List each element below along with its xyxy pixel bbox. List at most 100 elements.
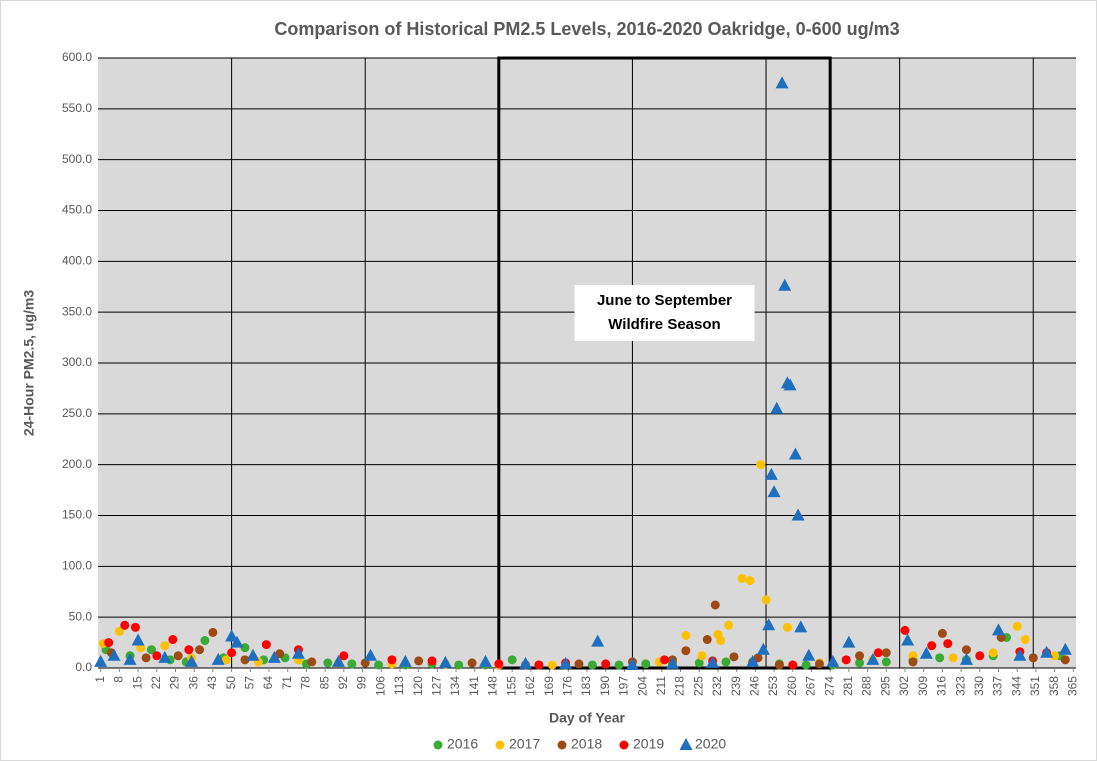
point bbox=[291, 646, 305, 659]
point bbox=[120, 620, 130, 630]
point bbox=[855, 651, 865, 661]
point bbox=[659, 655, 669, 665]
point bbox=[519, 656, 533, 669]
x-tick-label: 176 bbox=[560, 676, 574, 696]
x-tick-label: 288 bbox=[860, 676, 874, 696]
point bbox=[211, 652, 225, 665]
point bbox=[230, 635, 244, 648]
point bbox=[826, 654, 840, 667]
point bbox=[267, 650, 281, 663]
point bbox=[729, 652, 739, 662]
point bbox=[908, 657, 918, 667]
point bbox=[1060, 655, 1070, 665]
x-tick-label: 22 bbox=[149, 676, 163, 690]
legend-marker bbox=[557, 740, 567, 750]
x-tick-label: 162 bbox=[523, 676, 537, 696]
point bbox=[347, 659, 357, 669]
annotation-text: Wildfire Season bbox=[608, 316, 720, 333]
point bbox=[716, 636, 726, 646]
x-tick-label: 337 bbox=[991, 676, 1005, 696]
point bbox=[842, 635, 856, 648]
point bbox=[697, 651, 707, 661]
x-tick-label: 1 bbox=[93, 676, 107, 683]
x-tick-label: 85 bbox=[317, 676, 331, 690]
point bbox=[574, 659, 584, 669]
x-tick-label: 29 bbox=[168, 676, 182, 690]
point bbox=[919, 646, 933, 659]
x-tick-label: 267 bbox=[804, 676, 818, 696]
y-tick-label: 50.0 bbox=[69, 609, 93, 623]
point bbox=[130, 622, 140, 632]
x-tick-label: 358 bbox=[1047, 676, 1061, 696]
point bbox=[427, 656, 437, 666]
point bbox=[240, 643, 250, 653]
point bbox=[414, 656, 424, 666]
point bbox=[146, 645, 156, 655]
point bbox=[107, 648, 121, 661]
point bbox=[762, 618, 776, 631]
x-tick-label: 197 bbox=[617, 676, 631, 696]
point bbox=[702, 635, 712, 645]
point bbox=[988, 648, 998, 658]
point bbox=[331, 654, 345, 667]
x-tick-label: 330 bbox=[972, 676, 986, 696]
annotation-text: June to September bbox=[597, 292, 732, 309]
x-tick-label: 106 bbox=[373, 676, 387, 696]
x-tick-label: 211 bbox=[654, 676, 668, 695]
annotation-box bbox=[497, 56, 832, 670]
point bbox=[775, 76, 789, 89]
x-tick-label: 99 bbox=[355, 676, 369, 690]
x-tick-label: 344 bbox=[1009, 676, 1023, 696]
x-tick-label: 274 bbox=[822, 676, 836, 696]
x-tick-label: 302 bbox=[897, 676, 911, 696]
point bbox=[681, 630, 691, 640]
x-tick-label: 43 bbox=[205, 676, 219, 690]
point bbox=[814, 659, 824, 669]
point bbox=[710, 600, 720, 610]
point bbox=[959, 652, 973, 665]
x-tick-label: 253 bbox=[766, 676, 780, 696]
point bbox=[200, 636, 210, 646]
x-tick-label: 365 bbox=[1065, 676, 1079, 696]
y-tick-label: 0.0 bbox=[75, 660, 92, 674]
legend-label: 2020 bbox=[695, 736, 726, 752]
point bbox=[114, 626, 124, 636]
point bbox=[240, 655, 250, 665]
point bbox=[721, 657, 731, 667]
y-tick-label: 200.0 bbox=[62, 457, 92, 471]
x-tick-label: 190 bbox=[598, 676, 612, 696]
point bbox=[761, 595, 771, 605]
point bbox=[1050, 651, 1060, 661]
point bbox=[745, 576, 755, 586]
point bbox=[782, 622, 792, 632]
point bbox=[873, 648, 883, 658]
legend-marker bbox=[495, 740, 505, 750]
point bbox=[478, 654, 492, 667]
point bbox=[547, 660, 557, 670]
point bbox=[246, 648, 260, 661]
point bbox=[339, 651, 349, 661]
x-tick-label: 246 bbox=[748, 676, 762, 696]
x-tick-label: 295 bbox=[878, 676, 892, 696]
point bbox=[666, 656, 680, 669]
x-tick-label: 239 bbox=[729, 676, 743, 696]
point bbox=[756, 460, 766, 470]
point bbox=[881, 648, 891, 658]
annotation-label-bg bbox=[574, 285, 755, 341]
x-tick-label: 323 bbox=[953, 676, 967, 696]
x-tick-label: 141 bbox=[467, 676, 481, 696]
point bbox=[1013, 648, 1027, 661]
point bbox=[195, 645, 205, 655]
x-tick-label: 64 bbox=[261, 676, 275, 690]
x-tick-label: 78 bbox=[299, 676, 313, 690]
point bbox=[559, 656, 573, 669]
x-tick-label: 351 bbox=[1028, 676, 1042, 696]
y-tick-label: 150.0 bbox=[62, 508, 92, 522]
x-tick-label: 127 bbox=[430, 676, 444, 696]
x-tick-label: 218 bbox=[673, 676, 687, 696]
point bbox=[788, 660, 798, 670]
x-tick-label: 36 bbox=[186, 676, 200, 690]
point bbox=[601, 659, 611, 669]
point bbox=[438, 655, 452, 668]
legend-label: 2017 bbox=[509, 736, 540, 752]
